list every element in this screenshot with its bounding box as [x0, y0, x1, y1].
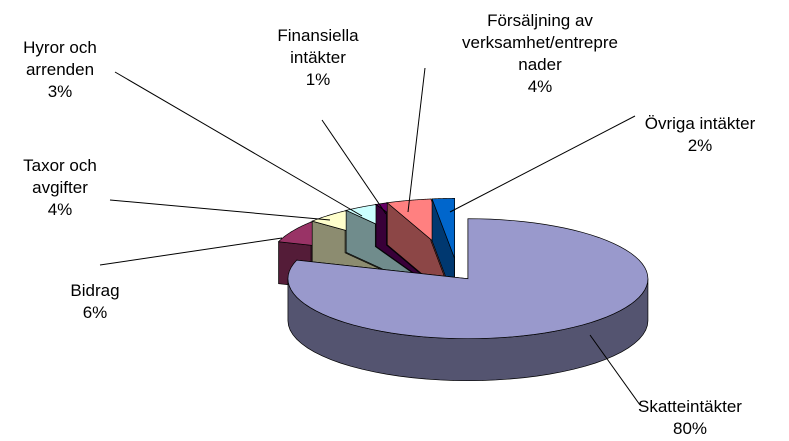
- leader-line: [407, 67, 426, 213]
- percent-label: 80%: [672, 419, 708, 438]
- category-label: Bidrag: [70, 281, 120, 300]
- percent-label: 2%: [687, 136, 713, 155]
- slice-top: [287, 218, 649, 340]
- data-label: Övriga intäkter 2%: [615, 113, 785, 157]
- percent-label: 6%: [82, 303, 108, 322]
- data-label: Finansiella intäkter 1%: [263, 25, 373, 91]
- data-label: Hyror och arrenden 3%: [5, 37, 115, 103]
- slice: [287, 218, 649, 382]
- leader-line: [321, 119, 387, 215]
- category-label: Försäljning av verksamhet/entreprenader: [462, 11, 618, 74]
- leader-line: [109, 199, 331, 221]
- leader-line: [114, 71, 363, 217]
- category-label: Övriga intäkter: [644, 114, 756, 133]
- slice-top: [431, 198, 455, 259]
- percent-label: 4%: [527, 77, 553, 96]
- data-label: Försäljning av verksamhet/entreprenader 4…: [460, 10, 620, 98]
- data-label: Taxor och avgifter 4%: [5, 155, 115, 221]
- category-label: Hyror och arrenden: [23, 38, 97, 79]
- category-label: Finansiella intäkter: [277, 26, 359, 67]
- data-label: Skatteintäkter 80%: [620, 396, 760, 440]
- percent-label: 1%: [305, 70, 331, 89]
- category-label: Taxor och avgifter: [23, 156, 97, 197]
- leader-line: [99, 237, 283, 266]
- percent-label: 4%: [47, 200, 73, 219]
- category-label: Skatteintäkter: [638, 397, 742, 416]
- percent-label: 3%: [47, 82, 73, 101]
- data-label: Bidrag 6%: [40, 280, 150, 324]
- leader-line: [589, 334, 641, 406]
- leader-line: [449, 115, 636, 213]
